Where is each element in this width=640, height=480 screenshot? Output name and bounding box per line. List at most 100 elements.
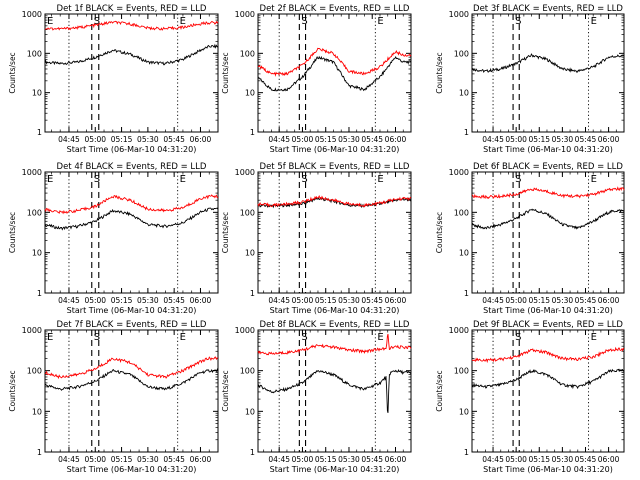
y-axis-title: Counts/sec <box>435 212 444 253</box>
x-tick-label: 05:15 <box>315 455 337 464</box>
x-tick-label: 05:00 <box>84 455 106 464</box>
marker-label: E <box>591 16 597 27</box>
x-tick-label: 05:00 <box>505 455 527 464</box>
x-axis-title: Start Time (06-Mar-10 04:31:20) <box>270 306 400 315</box>
y-tick-label: 1000 <box>235 10 255 19</box>
panel-title: Det 5f BLACK = Events, RED = LLD <box>260 162 410 172</box>
marker-label: S <box>515 174 521 185</box>
y-tick-label: 1 <box>250 289 255 298</box>
y-tick-label: 100 <box>240 208 255 217</box>
x-tick-label: 05:15 <box>315 135 337 144</box>
x-tick-label: 05:15 <box>315 296 337 305</box>
y-tick-label: 100 <box>454 367 469 376</box>
series-events <box>471 53 625 74</box>
panel-title: Det 8f BLACK = Events, RED = LLD <box>260 320 410 330</box>
y-tick-label: 1 <box>37 289 42 298</box>
plot-frame <box>44 329 219 453</box>
y-axis-title: Counts/sec <box>221 370 230 411</box>
x-tick-label: 05:00 <box>292 135 314 144</box>
x-tick-label: 05:00 <box>84 296 106 305</box>
y-tick-label: 10 <box>459 407 469 416</box>
marker-label: S <box>94 174 100 185</box>
y-axis-title: Counts/sec <box>8 212 17 253</box>
x-tick-label: 05:30 <box>137 296 159 305</box>
y-tick-label: 1 <box>250 448 255 457</box>
x-tick-label: 05:45 <box>361 135 383 144</box>
panel-det-3f: Det 3f BLACK = Events, RED = LLD 1 10 100 10… <box>435 4 625 154</box>
x-tick-label: 05:30 <box>552 296 574 305</box>
y-tick-label: 100 <box>240 49 255 58</box>
y-axis-title: Counts/sec <box>8 52 17 93</box>
x-tick-label: 04:45 <box>58 455 80 464</box>
series-lld <box>257 47 412 77</box>
panel-det-2f: Det 2f BLACK = Events, RED = LLD 1 10 100 10… <box>221 4 412 154</box>
y-tick-label: 100 <box>454 49 469 58</box>
y-tick-label: 10 <box>245 89 255 98</box>
y-axis-title: Counts/sec <box>435 52 444 93</box>
marker-label: E <box>377 332 383 343</box>
x-tick-label: 04:45 <box>482 455 504 464</box>
series-lld <box>471 186 625 200</box>
x-tick-label: 06:00 <box>190 135 212 144</box>
y-tick-label: 1000 <box>22 326 42 335</box>
y-tick-label: 1000 <box>449 10 469 19</box>
y-tick-label: 10 <box>459 89 469 98</box>
marker-label: E <box>47 174 53 185</box>
y-tick-label: 1000 <box>22 168 42 177</box>
x-tick-label: 04:45 <box>58 135 80 144</box>
y-tick-label: 100 <box>27 367 42 376</box>
x-tick-label: 05:30 <box>137 135 159 144</box>
y-tick-label: 100 <box>454 208 469 217</box>
series-lld <box>257 195 412 208</box>
marker-label: E <box>180 332 186 343</box>
x-axis-title: Start Time (06-Mar-10 04:31:20) <box>483 465 613 474</box>
panel-det-7f: Det 7f BLACK = Events, RED = LLD 1 10 100 10… <box>8 320 219 474</box>
x-tick-label: 05:30 <box>552 455 574 464</box>
plot-frame <box>257 13 412 133</box>
series-events <box>257 197 412 209</box>
x-tick-label: 04:45 <box>482 135 504 144</box>
x-axis-title: Start Time (06-Mar-10 04:31:20) <box>483 306 613 315</box>
x-tick-label: 04:45 <box>268 296 290 305</box>
y-tick-label: 100 <box>27 49 42 58</box>
marker-label: E <box>377 16 383 27</box>
x-tick-label: 05:45 <box>163 135 185 144</box>
x-tick-label: 06:00 <box>598 135 620 144</box>
plot-frame <box>44 171 219 294</box>
marker-label: S <box>301 16 307 27</box>
y-tick-label: 1000 <box>22 10 42 19</box>
x-tick-label: 05:30 <box>338 455 360 464</box>
plot-frame <box>471 329 625 453</box>
panel-title: Det 9f BLACK = Events, RED = LLD <box>473 320 623 330</box>
marker-label: E <box>47 16 53 27</box>
y-axis-title: Counts/sec <box>221 212 230 253</box>
x-tick-label: 05:30 <box>338 296 360 305</box>
series-events <box>471 208 625 230</box>
x-axis-title: Start Time (06-Mar-10 04:31:20) <box>270 465 400 474</box>
y-tick-label: 1 <box>464 448 469 457</box>
panel-det-9f: Det 9f BLACK = Events, RED = LLD 1 10 100 10… <box>435 320 625 474</box>
y-tick-label: 1000 <box>449 168 469 177</box>
x-tick-label: 05:00 <box>292 296 314 305</box>
x-axis-title: Start Time (06-Mar-10 04:31:20) <box>67 145 197 154</box>
x-tick-label: 05:00 <box>84 135 106 144</box>
x-tick-label: 05:15 <box>528 296 550 305</box>
marker-label: S <box>301 332 307 343</box>
y-axis-title: Counts/sec <box>435 370 444 411</box>
marker-label: S <box>94 332 100 343</box>
x-tick-label: 04:45 <box>58 296 80 305</box>
y-tick-label: 10 <box>245 407 255 416</box>
x-tick-label: 05:15 <box>528 455 550 464</box>
plot-frame <box>44 13 219 133</box>
x-tick-label: 05:30 <box>137 455 159 464</box>
marker-label: S <box>301 174 307 185</box>
x-tick-label: 05:15 <box>111 135 133 144</box>
series-lld <box>44 20 219 31</box>
marker-label: E <box>591 174 597 185</box>
marker-label: S <box>94 16 100 27</box>
x-tick-label: 05:45 <box>361 455 383 464</box>
x-axis-title: Start Time (06-Mar-10 04:31:20) <box>483 145 613 154</box>
x-tick-label: 05:15 <box>111 455 133 464</box>
x-tick-label: 06:00 <box>385 296 407 305</box>
